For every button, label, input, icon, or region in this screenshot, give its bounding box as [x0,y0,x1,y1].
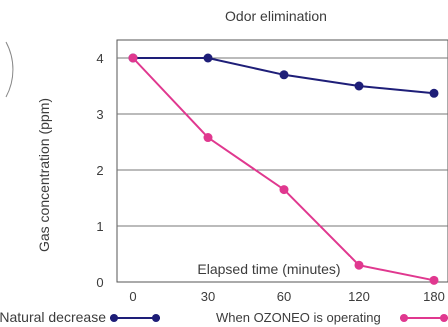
data-point [203,53,213,63]
y-tick-label: 4 [96,51,103,66]
x-tick-label: 30 [201,289,215,304]
y-tick-label: 0 [96,275,103,290]
legend-marker [110,314,118,322]
legend-item: Natural decrease [0,309,160,325]
data-point [429,88,439,98]
data-point [279,185,289,195]
y-tick-label: 3 [96,107,103,122]
legend-marker [440,314,448,322]
legend-marker [152,314,160,322]
x-axis-label-bg [188,257,350,279]
x-tick-label: 120 [348,289,370,304]
x-tick-labels: 0 30 60 120 180 [129,289,444,304]
series-layer [128,53,439,285]
legend-item: When OZONEO is operating [216,310,448,325]
plot-area-frame [116,39,448,283]
data-point [429,275,439,285]
y-tick-label: 1 [96,219,103,234]
series-2 [128,53,439,285]
x-tick-label: 0 [129,289,136,304]
decorative-arc [5,41,14,98]
data-point [203,133,213,143]
data-point [354,260,364,270]
x-tick-label: 180 [423,289,445,304]
x-axis-label: Elapsed time (minutes) [197,261,340,277]
y-axis-label: Gas concentration (ppm) [36,98,52,252]
series-1 [128,53,439,98]
y-tick-labels: 0 1 2 3 4 [96,51,103,290]
data-point [279,70,289,80]
data-point [128,53,138,63]
chart-title: Odor elimination [225,8,327,24]
data-point [354,81,364,91]
grid-lines [117,57,448,227]
legend-label: Natural decrease [0,309,106,325]
series-line [132,57,435,282]
legend: Natural decrease When OZONEO is operating [0,309,448,325]
legend-label: When OZONEO is operating [216,310,381,325]
x-tick-label: 60 [277,289,291,304]
legend-marker [400,314,408,322]
y-tick-label: 2 [96,163,103,178]
